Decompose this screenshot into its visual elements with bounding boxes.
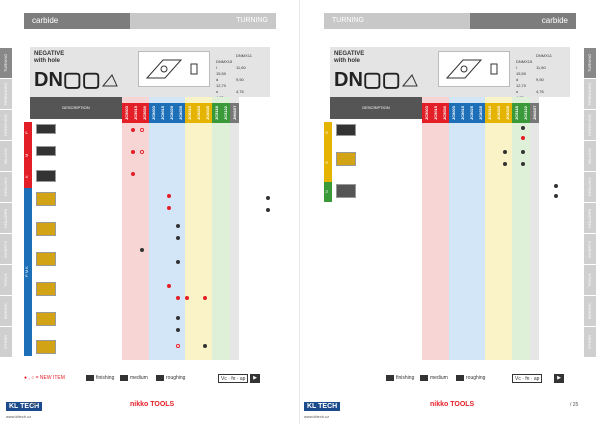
insert-icon [336, 152, 356, 166]
angle-icon [402, 74, 418, 87]
page-number: / 24 [28, 402, 37, 408]
left-header: carbide TURNING [0, 13, 299, 29]
availability-dot [140, 150, 144, 154]
availability-dot [176, 224, 180, 228]
insert-icon [336, 124, 356, 136]
next-arrow-icon[interactable]: ▶ [554, 374, 564, 383]
nikko-logo: nikko TOOLS [130, 401, 175, 408]
title-block: NEGATIVE with hole DN▢▢ DNMX11DNMX15 l 11,… [30, 47, 270, 100]
roughing-icon [156, 374, 164, 381]
availability-dot [554, 194, 558, 198]
insert-icon [36, 340, 56, 354]
availability-dot [176, 296, 180, 300]
angle-icon [102, 74, 118, 87]
legend-finishing: finishing [396, 375, 415, 381]
title-line2: with hole [334, 58, 360, 64]
insert-icon [36, 192, 56, 206]
vc-link[interactable]: Vc · fn · ap [218, 374, 249, 383]
availability-dot [521, 136, 525, 140]
availability-dot [266, 208, 270, 212]
header-section: TURNING [130, 13, 276, 29]
description-header: DESCRIPTION [30, 97, 122, 119]
nikko-logo: nikko TOOLS [430, 401, 475, 408]
availability-dot [185, 296, 189, 300]
insert-icon [36, 170, 56, 182]
roughing-icon [456, 374, 464, 381]
legend-roughing: roughing [166, 375, 186, 381]
right-page: TURNING carbide TURNING THREADING GROOVING… [300, 0, 600, 424]
dims-table: DNMX11DNMX15 l 11,6015,50 d 9,5012,70 s 4,7… [216, 53, 252, 100]
legend-new: ● , ○ = NEW ITEM [24, 375, 65, 381]
kltech-logo: KL TECH [6, 402, 43, 411]
insert-drawing [438, 51, 510, 87]
finishing-icon [386, 374, 394, 381]
legend-medium: medium [430, 375, 448, 381]
availability-dot [176, 344, 180, 348]
insert-icon [36, 252, 56, 266]
side-tabs: TURNING THREADING GROOVING MILLING DRILLING H… [584, 48, 596, 358]
availability-dot [167, 284, 171, 288]
insert-code: DN▢▢ [334, 69, 401, 91]
page-number: / 25 [570, 402, 579, 408]
insert-icon [336, 184, 356, 198]
insert-icon [36, 146, 56, 156]
availability-dot [176, 260, 180, 264]
header-category: carbide [470, 13, 576, 29]
availability-dot [521, 126, 525, 130]
vc-link[interactable]: Vc · fn · ap [512, 374, 543, 383]
legend-finishing: finishing [96, 375, 115, 381]
finishing-icon [86, 374, 94, 381]
legend-bar: ● , ○ = NEW ITEM finishing medium roughi… [0, 374, 299, 386]
insert-icon [36, 312, 56, 326]
title-line1: NEGATIVE [334, 51, 365, 57]
availability-dot [266, 196, 270, 200]
availability-dot [203, 344, 207, 348]
medium-icon [120, 374, 128, 381]
availability-dot [131, 150, 135, 154]
availability-dot [521, 162, 525, 166]
availability-dot [503, 150, 507, 154]
title-block: NEGATIVE with hole DN▢▢ DNMX11DNMX15 l 11,… [330, 47, 570, 100]
availability-dot [554, 184, 558, 188]
availability-dot [176, 236, 180, 240]
medium-icon [420, 374, 428, 381]
availability-dot [167, 194, 171, 198]
availability-dot [140, 248, 144, 252]
availability-dot [176, 316, 180, 320]
insert-icon [36, 282, 56, 296]
availability-dot [503, 162, 507, 166]
availability-dot [131, 128, 135, 132]
kltech-logo: KL TECH [304, 402, 341, 411]
description-header: DESCRIPTION [330, 97, 422, 119]
header-section: TURNING [324, 13, 470, 29]
insert-icon [36, 124, 56, 134]
right-header: TURNING carbide [300, 13, 600, 29]
legend-medium: medium [130, 375, 148, 381]
availability-dot [203, 296, 207, 300]
left-page: carbide TURNING TURNING THREADING GROOVING… [0, 0, 300, 424]
availability-dot [131, 172, 135, 176]
website: www.kltech.cz [304, 414, 330, 419]
availability-dot [176, 328, 180, 332]
legend-roughing: roughing [466, 375, 486, 381]
dims-table: DNMX11DNMX15 l 11,6015,50 d 9,5012,70 s 4,7… [516, 53, 552, 100]
availability-dot [167, 206, 171, 210]
title-line1: NEGATIVE [34, 51, 65, 57]
next-arrow-icon[interactable]: ▶ [250, 374, 260, 383]
insert-drawing [138, 51, 210, 87]
side-tabs: TURNING THREADING GROOVING MILLING DRILLING H… [0, 48, 12, 358]
availability-dot [521, 150, 525, 154]
header-category: carbide [24, 13, 130, 29]
title-line2: with hole [34, 58, 60, 64]
legend-bar: finishing medium roughing Vc · fn · ap ▶ [300, 374, 600, 386]
website: www.kltech.cz [6, 414, 32, 419]
insert-icon [36, 222, 56, 236]
availability-dot [140, 128, 144, 132]
insert-code: DN▢▢ [34, 69, 101, 91]
